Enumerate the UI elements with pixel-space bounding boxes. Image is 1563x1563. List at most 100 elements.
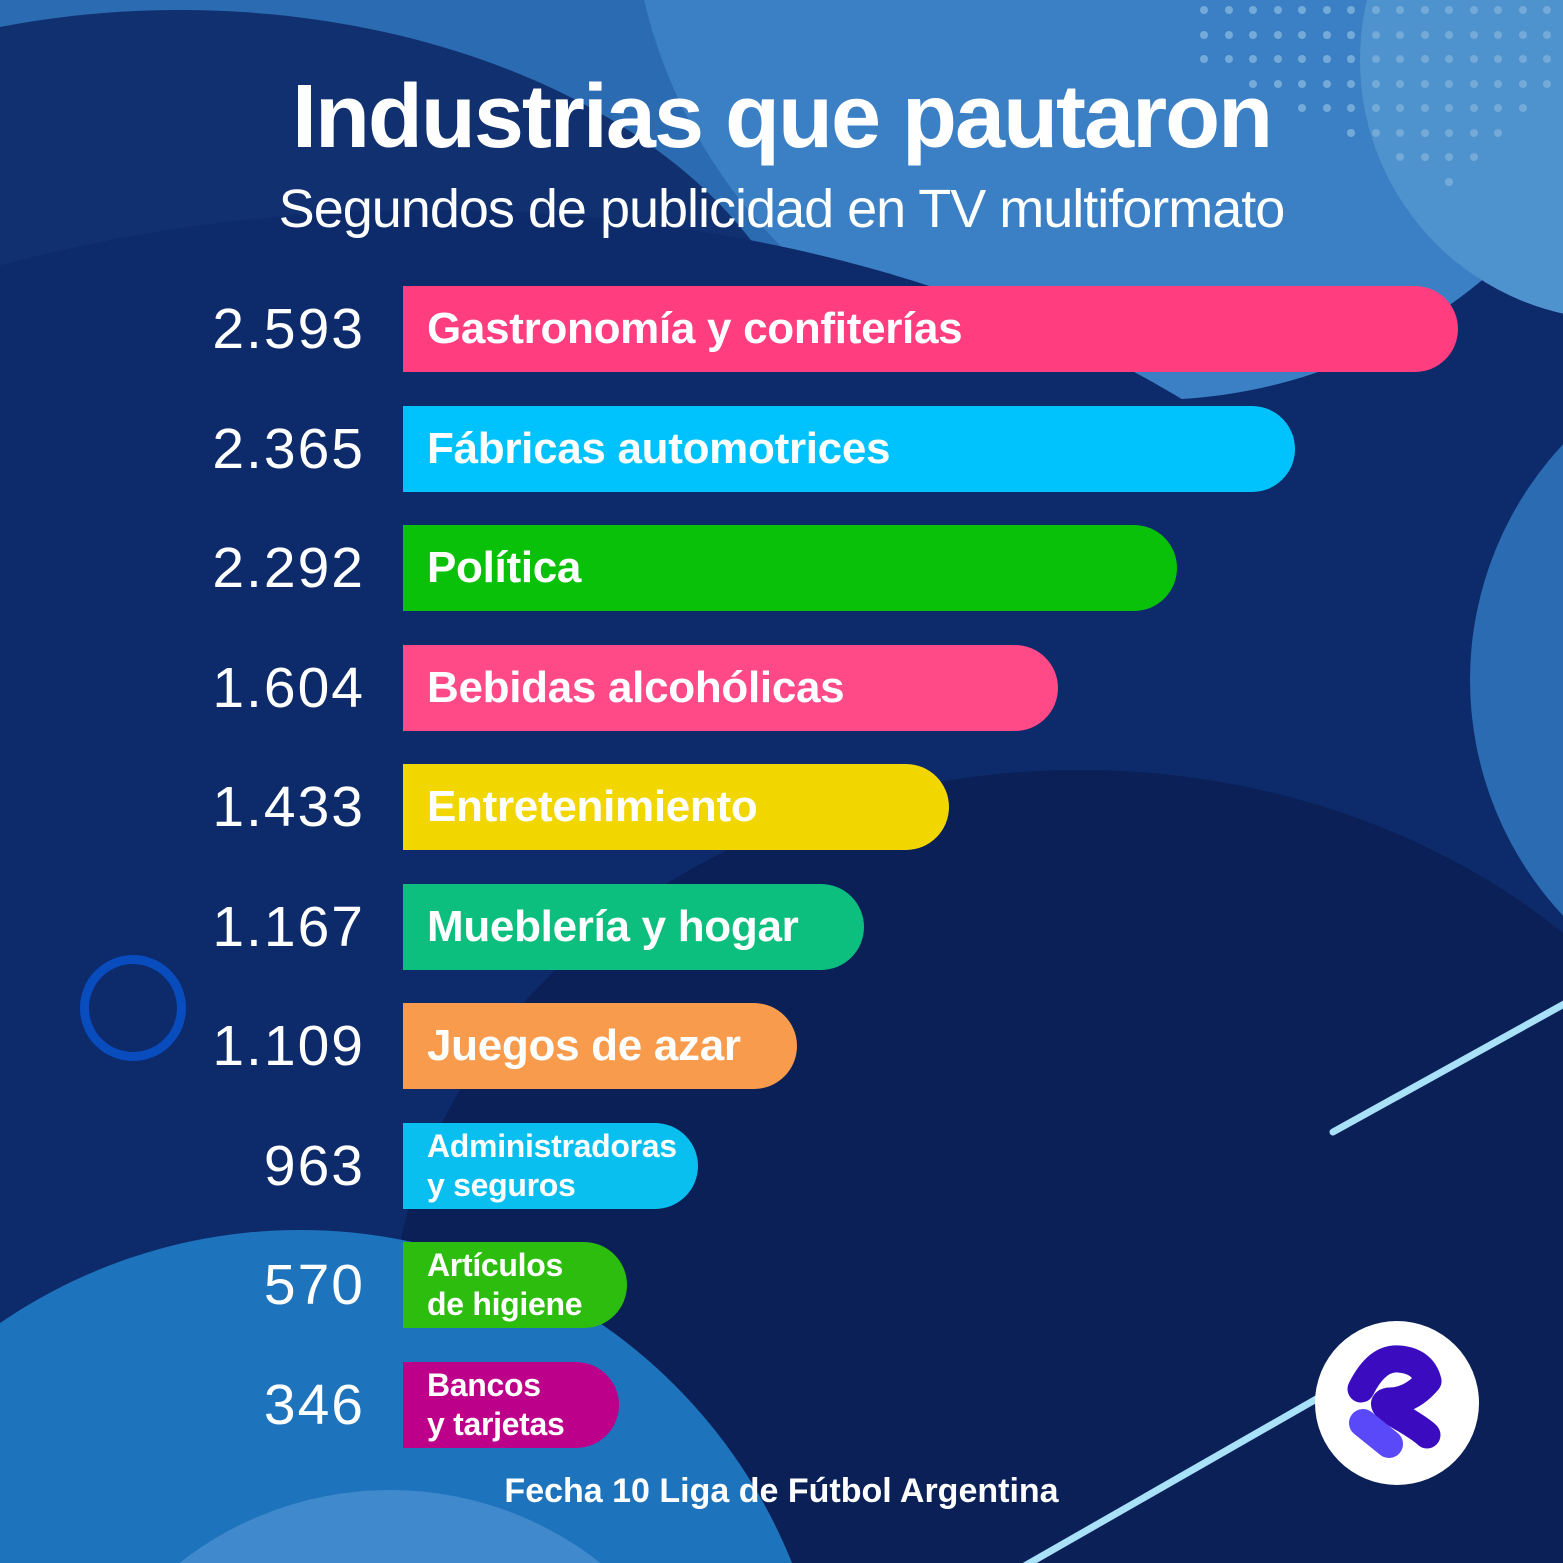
- bar-label: Juegos de azar: [403, 1021, 741, 1071]
- dot: [1445, 6, 1453, 14]
- dot: [1224, 30, 1233, 39]
- dot: [1494, 104, 1502, 112]
- bar-value: 1.167: [212, 894, 365, 959]
- dot: [1518, 55, 1527, 63]
- footer-caption: Fecha 10 Liga de Fútbol Argentina: [504, 1472, 1059, 1510]
- chart-row: 1.433 Entretenimiento: [0, 764, 1563, 850]
- bar-label: Artículos de higiene: [403, 1246, 583, 1324]
- chart-row: 346 Bancos y tarjetas: [0, 1361, 1563, 1448]
- bar-label: Entretenimiento: [403, 782, 758, 832]
- dot: [1249, 79, 1257, 88]
- dot: [1396, 6, 1404, 14]
- bar-label: Bancos y tarjetas: [403, 1366, 565, 1444]
- bar: Mueblería y hogar: [403, 883, 864, 970]
- dot: [1420, 128, 1429, 137]
- bar-label-line: Bebidas alcohólicas: [427, 662, 845, 712]
- bar: Gastronomía y confiterías: [403, 286, 1458, 372]
- dot: [1469, 128, 1478, 137]
- dot: [1420, 55, 1429, 63]
- dot: [1396, 55, 1404, 63]
- bar-label-line: Juegos de azar: [427, 1021, 741, 1070]
- dot: [1273, 79, 1282, 88]
- bar-label-line: y seguros: [427, 1166, 576, 1203]
- diagonal-line-upper: [1329, 1000, 1563, 1136]
- dot: [1396, 30, 1404, 39]
- bar: Artículos de higiene: [403, 1242, 627, 1328]
- dot: [1469, 6, 1478, 14]
- dot: [1445, 55, 1453, 63]
- bar-label-line: y tarjetas: [427, 1405, 565, 1442]
- dot: [1420, 79, 1429, 88]
- logo-squiggle-dark: [1347, 1345, 1442, 1449]
- dot: [1494, 6, 1502, 14]
- dot: [1322, 104, 1331, 112]
- dot: [1371, 6, 1380, 14]
- dot: [1371, 79, 1380, 88]
- dot: [1200, 55, 1208, 63]
- dot: [1371, 30, 1380, 39]
- dot: [1445, 104, 1453, 112]
- dot: [1396, 128, 1404, 137]
- dot: [1249, 55, 1257, 63]
- dot: [1420, 30, 1429, 39]
- dot: [1396, 79, 1404, 88]
- dot: [1249, 6, 1257, 14]
- bg-right-band: [1470, 444, 1563, 916]
- bar: Administradoras y seguros: [403, 1122, 698, 1209]
- dot: [1543, 79, 1551, 88]
- dot: [1322, 30, 1331, 39]
- dot: [1200, 30, 1208, 39]
- bar-label-line: Administradoras: [427, 1127, 677, 1164]
- dot: [1347, 104, 1355, 112]
- dot: [1420, 6, 1429, 14]
- bar-value: 570: [263, 1253, 365, 1317]
- chart-row: 2.365 Fábricas automotrices: [0, 405, 1563, 492]
- bar-value: 963: [263, 1133, 365, 1198]
- dot: [1518, 30, 1527, 39]
- bg-circle-bottom-left-light: [179, 1490, 601, 1563]
- dot: [1445, 177, 1453, 186]
- bar-value: 2.365: [212, 416, 365, 481]
- dot: [1494, 79, 1502, 88]
- dot: [1298, 55, 1306, 63]
- bar-value: 1.109: [212, 1014, 365, 1078]
- dot: [1445, 153, 1453, 161]
- dot: [1224, 6, 1233, 14]
- chart-row: 963 Administradoras y seguros: [0, 1122, 1563, 1209]
- dot: [1347, 79, 1355, 88]
- dot: [1518, 104, 1527, 112]
- dot: [1518, 6, 1527, 14]
- bar-value: 2.292: [212, 536, 365, 600]
- chart-row: 1.167 Mueblería y hogar: [0, 883, 1563, 970]
- logo-squiggle-light: [1349, 1409, 1403, 1458]
- dot: [1322, 79, 1331, 88]
- dot: [1543, 55, 1551, 63]
- bar-value: 346: [263, 1372, 365, 1437]
- bar-label-line: Bancos: [427, 1366, 541, 1403]
- page-subtitle: Segundos de publicidad en TV multiformat…: [278, 179, 1286, 239]
- dot: [1200, 6, 1208, 14]
- bar-label: Fábricas automotrices: [403, 424, 891, 474]
- bar-value: 2.593: [212, 297, 365, 361]
- dot: [1273, 30, 1282, 39]
- dot: [1543, 6, 1551, 14]
- dot: [1371, 128, 1380, 137]
- bar-value: 1.604: [212, 655, 365, 720]
- bar: Bancos y tarjetas: [403, 1361, 619, 1448]
- bar-label-line: Mueblería y hogar: [427, 901, 799, 951]
- bar: Política: [403, 525, 1177, 611]
- dot: [1469, 30, 1478, 39]
- bar: Fábricas automotrices: [403, 405, 1295, 492]
- dot: [1469, 55, 1478, 63]
- bar-label-line: Gastronomía y confiterías: [427, 304, 963, 353]
- dot: [1494, 128, 1502, 137]
- chart-row: 1.109 Juegos de azar: [0, 1003, 1563, 1089]
- dot: [1371, 104, 1380, 112]
- dot: [1469, 153, 1478, 161]
- dot: [1298, 79, 1306, 88]
- chart-row: 1.604 Bebidas alcohólicas: [0, 644, 1563, 731]
- dot: [1396, 104, 1404, 112]
- bar: Juegos de azar: [403, 1003, 797, 1089]
- dot: [1298, 6, 1306, 14]
